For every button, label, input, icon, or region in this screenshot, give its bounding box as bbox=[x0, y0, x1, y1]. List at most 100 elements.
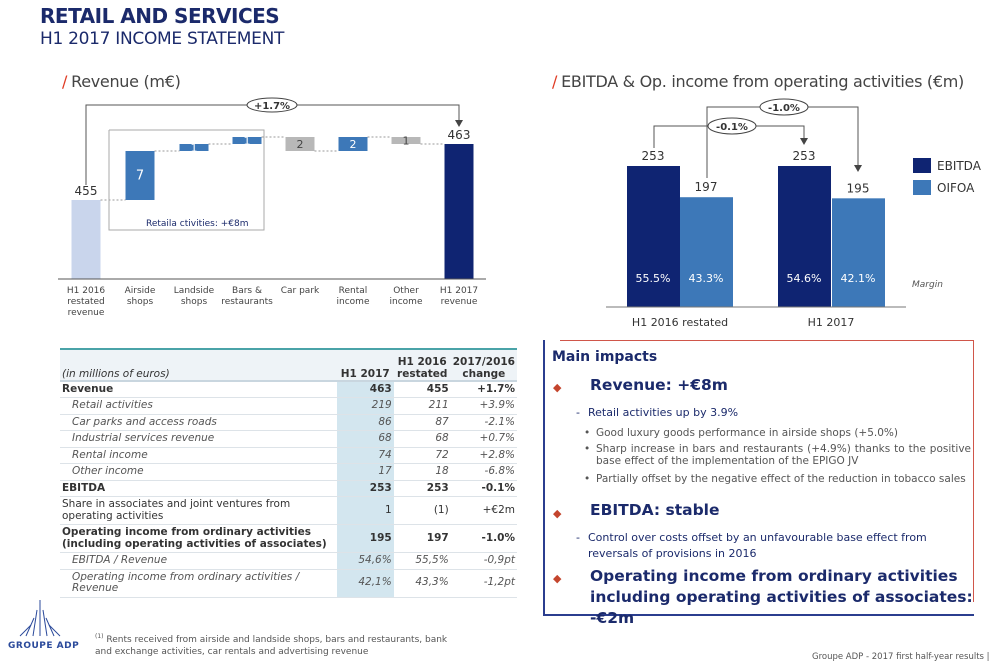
bar-value-label: 1 bbox=[244, 135, 251, 148]
bar-value-label: 7 bbox=[136, 169, 144, 184]
category-label: restated bbox=[67, 297, 105, 307]
main-impacts-panel bbox=[543, 340, 974, 616]
row-value: 253 bbox=[336, 480, 394, 497]
main-impacts-content: Main impacts ◆ Revenue: +€8m - Retail act… bbox=[543, 340, 974, 627]
table-row: EBITDA 253 253 -0.1% bbox=[60, 480, 517, 497]
row-label: EBITDA bbox=[60, 480, 337, 497]
row-label: Share in associates and joint ventures f… bbox=[60, 496, 337, 525]
bar-value-label: 2 bbox=[297, 138, 304, 151]
table-row: Operating income from ordinary activitie… bbox=[60, 524, 517, 553]
waterfall-bar bbox=[338, 137, 368, 151]
margin-caption: Margin bbox=[912, 280, 943, 290]
category-label: Airside bbox=[125, 286, 156, 296]
category-label: H1 2016 bbox=[67, 286, 106, 296]
margin-label: 55.5% bbox=[636, 272, 671, 285]
table-header-cell: (in millions of euros) bbox=[60, 349, 337, 382]
row-value: 18 bbox=[393, 463, 451, 481]
diamond-bullet-icon: ◆ bbox=[553, 381, 562, 394]
row-value: -1,2pt bbox=[450, 569, 517, 598]
row-label: Car parks and access roads bbox=[60, 414, 337, 431]
category-label: revenue bbox=[441, 297, 478, 307]
waterfall-bar bbox=[232, 137, 262, 144]
legend-swatch bbox=[913, 180, 931, 195]
table-header-cell: H1 2016 restated bbox=[393, 349, 451, 382]
change-oval bbox=[759, 98, 809, 116]
row-value: 74 bbox=[336, 447, 394, 464]
logo-text: GROUPE ADP bbox=[8, 641, 80, 651]
margin-label: 42.1% bbox=[841, 272, 876, 285]
legend-label: OIFOA bbox=[937, 181, 975, 195]
impact-point: • Good luxury goods performance in airsid… bbox=[584, 427, 898, 439]
revenue-section-title: / Revenue (m€) bbox=[62, 72, 181, 91]
bar-value-label: 253 bbox=[642, 149, 665, 163]
row-value: 211 bbox=[393, 397, 451, 415]
oifoa-change-label: -1.0% bbox=[768, 103, 800, 114]
category-label: revenue bbox=[68, 308, 105, 318]
table-row: Industrial services revenue 68 68 +0.7% bbox=[60, 430, 517, 448]
change-label: +1.7% bbox=[254, 101, 290, 112]
bar-value-label: 463 bbox=[448, 128, 471, 142]
impact-operating-income: Operating income from ordinary activitie… bbox=[590, 567, 973, 627]
revenue-title: Revenue (m€) bbox=[71, 72, 181, 91]
row-value: -0.1% bbox=[450, 480, 517, 497]
table-row: Share in associates and joint ventures f… bbox=[60, 496, 517, 525]
category-label: Bars & bbox=[232, 286, 262, 296]
groupe-adp-logo-icon bbox=[19, 600, 61, 637]
impact-point: • Partially offset by the negative effect… bbox=[584, 473, 966, 485]
ebitda-section-title: / EBITDA & Op. income from operating acti… bbox=[552, 72, 964, 91]
arrow-head-icon bbox=[800, 138, 808, 145]
impact-point: • Sharp increase in bars and restaurants … bbox=[584, 443, 971, 467]
category-label: income bbox=[337, 297, 370, 307]
row-label: Operating income from ordinary activitie… bbox=[60, 569, 337, 598]
row-value: 455 bbox=[393, 381, 451, 398]
row-value: +€2m bbox=[450, 496, 517, 525]
row-value: +1.7% bbox=[450, 381, 517, 398]
row-value: 463 bbox=[336, 381, 394, 398]
row-value: 72 bbox=[393, 447, 451, 464]
row-value: 195 bbox=[336, 524, 394, 553]
retail-box bbox=[108, 129, 265, 231]
row-value: +0.7% bbox=[450, 430, 517, 448]
bar-value-label: 2 bbox=[350, 138, 357, 151]
row-value: 43,3% bbox=[393, 569, 451, 598]
row-value: 86 bbox=[336, 414, 394, 431]
category-label: income bbox=[390, 297, 423, 307]
table-row: Operating income from ordinary activitie… bbox=[60, 569, 517, 598]
category-label: Car park bbox=[281, 286, 320, 296]
waterfall-bar bbox=[444, 144, 474, 279]
category-label: Rental bbox=[339, 286, 368, 296]
ebitda-bar-chart: 253 55.5% 253 54.6% 197 43.3% 195 42.1% H1 2016 … bbox=[606, 98, 982, 329]
ebitda-title: EBITDA & Op. income from operating activ… bbox=[561, 72, 964, 91]
footer-text: Groupe ADP - 2017 first half-year result… bbox=[812, 652, 990, 662]
bar-oifoa bbox=[680, 197, 733, 307]
row-value: -0,9pt bbox=[450, 552, 517, 570]
table-row: EBITDA / Revenue 54,6% 55,5% -0,9pt bbox=[60, 552, 517, 570]
diamond-bullet-icon: ◆ bbox=[553, 507, 562, 520]
bar-value-label: 455 bbox=[75, 184, 98, 198]
category-label: Landside bbox=[174, 286, 215, 296]
row-value: 42,1% bbox=[336, 569, 394, 598]
category-label: shops bbox=[181, 297, 208, 307]
legend-label: EBITDA bbox=[937, 159, 982, 173]
row-label: Other income bbox=[60, 463, 337, 481]
table-header-cell: H1 2017 bbox=[336, 349, 394, 382]
diamond-bullet-icon: ◆ bbox=[553, 572, 562, 585]
income-table: (in millions of euros) H1 2017 H1 2016 res… bbox=[60, 348, 517, 598]
row-value: +3.9% bbox=[450, 397, 517, 415]
waterfall-bar bbox=[125, 151, 155, 200]
category-label: H1 2017 bbox=[440, 286, 478, 296]
row-value: 1 bbox=[336, 496, 394, 525]
row-label: Retail activities bbox=[60, 397, 337, 415]
category-label: shops bbox=[127, 297, 154, 307]
row-value: -2.1% bbox=[450, 414, 517, 431]
waterfall-bar bbox=[71, 200, 101, 279]
table-row: Car parks and access roads 86 87 -2.1% bbox=[60, 414, 517, 431]
waterfall-bar bbox=[179, 144, 209, 151]
row-value: 253 bbox=[393, 480, 451, 497]
slash: / bbox=[552, 72, 558, 91]
row-value: 197 bbox=[393, 524, 451, 553]
panel-accent-border bbox=[560, 340, 974, 602]
bar-ebitda bbox=[778, 166, 831, 307]
impact-revenue-sub: - Retail activities up by 3.9% bbox=[576, 406, 739, 419]
